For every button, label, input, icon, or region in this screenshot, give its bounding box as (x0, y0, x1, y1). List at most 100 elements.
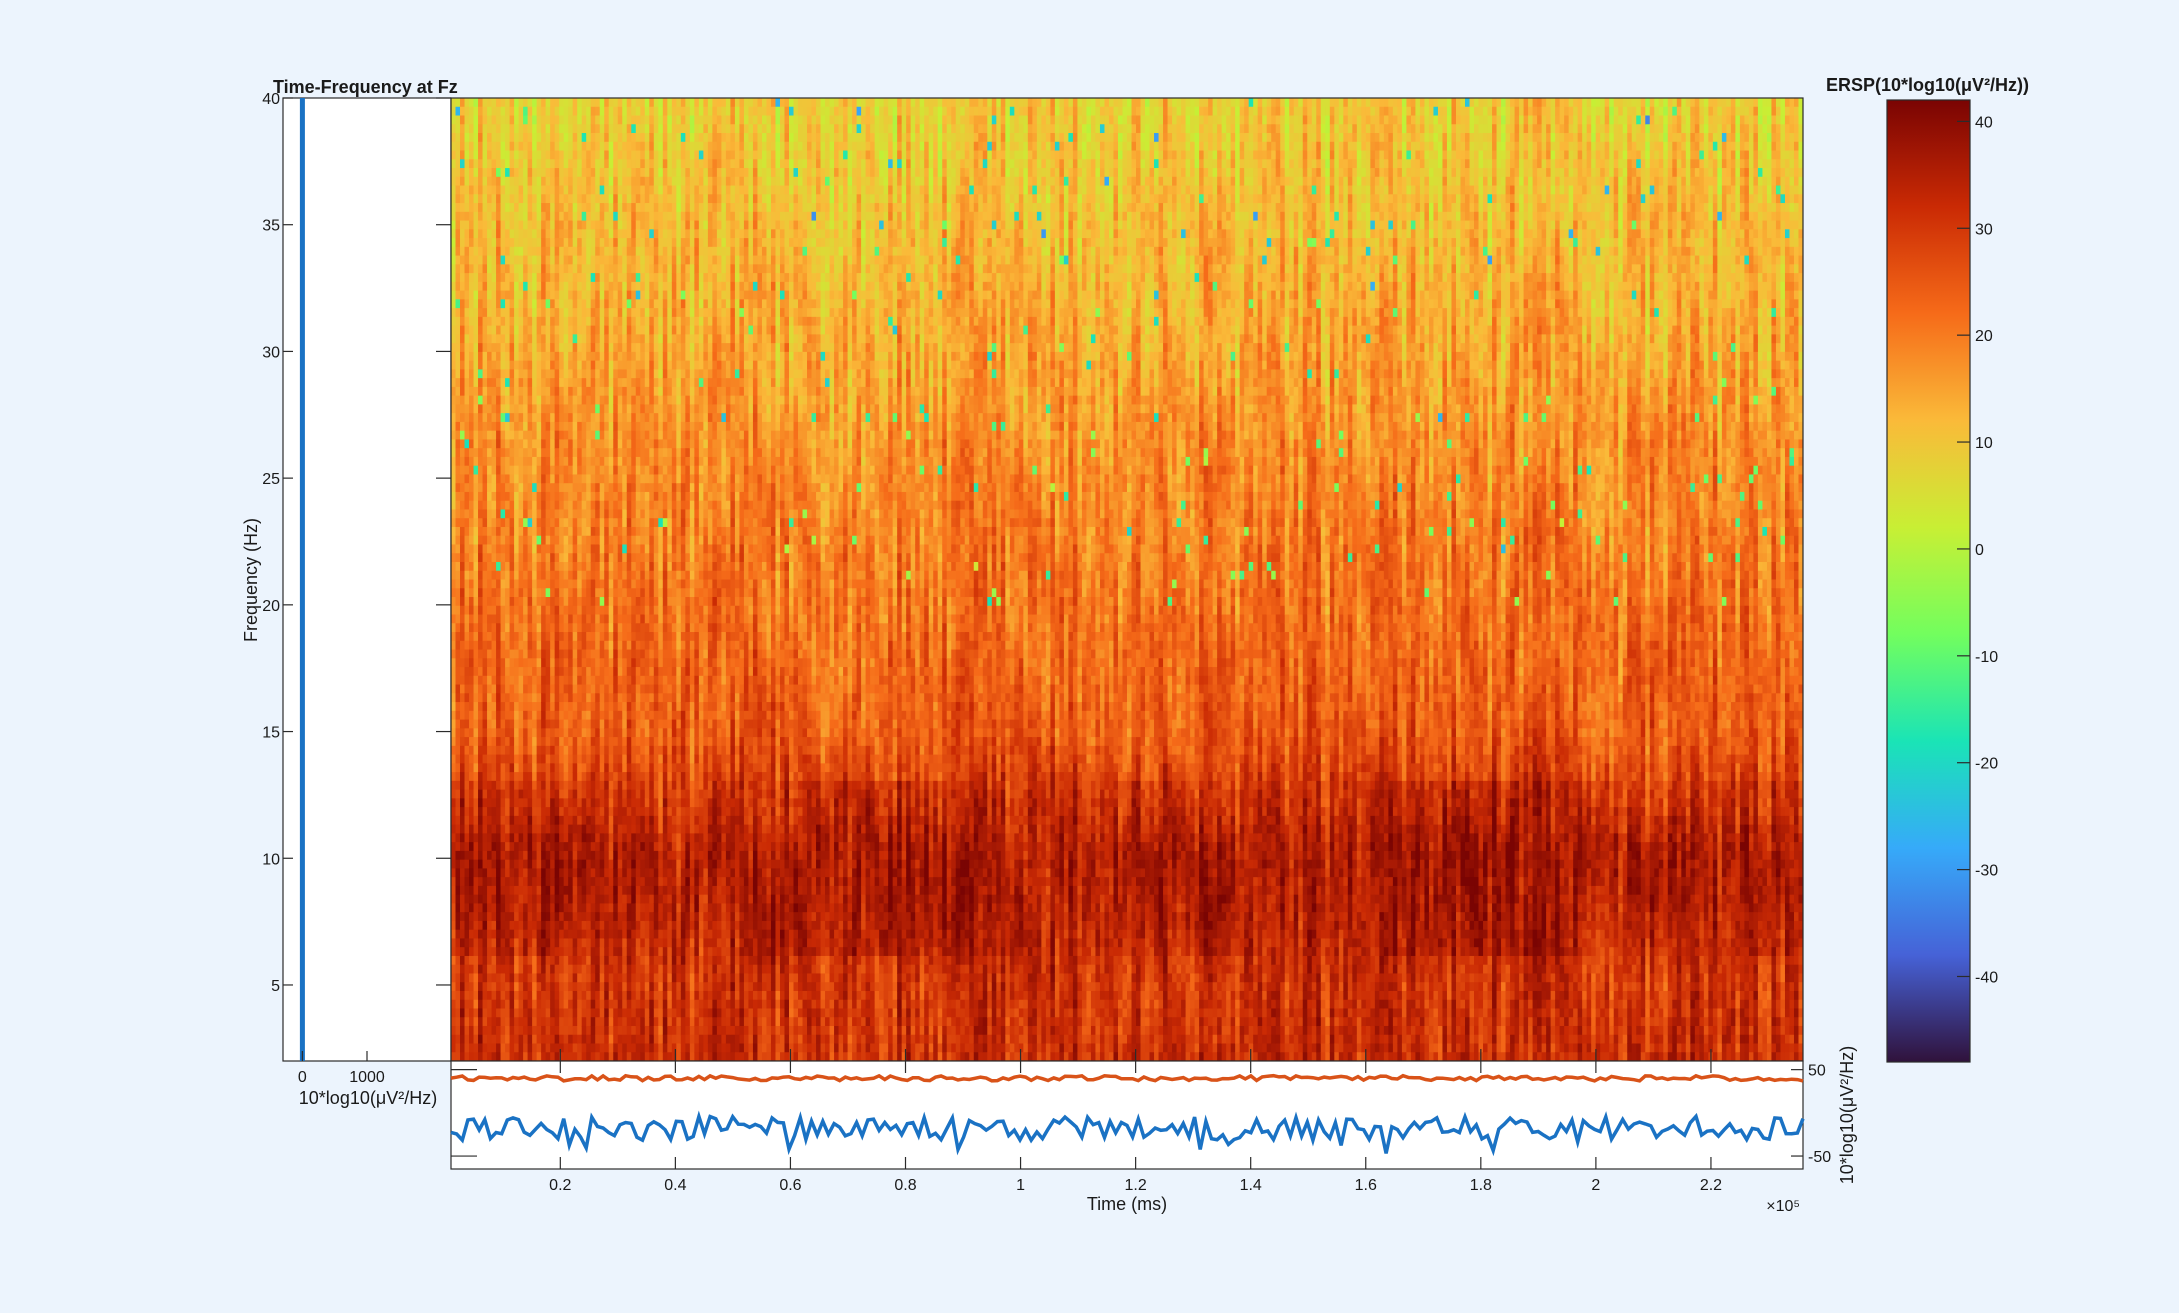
heatmap-cell (478, 807, 483, 816)
heatmap-cell (555, 903, 560, 912)
heatmap-cell (627, 658, 632, 667)
heatmap-cell (465, 282, 470, 291)
heatmap-cell (460, 982, 465, 991)
heatmap-cell (487, 422, 492, 431)
heatmap-cell (474, 947, 479, 956)
heatmap-cell (474, 431, 479, 440)
heatmap-cell (564, 833, 569, 842)
heatmap-cell (451, 151, 456, 160)
heatmap-cell (469, 667, 474, 676)
heatmap-cell (456, 868, 461, 877)
heatmap-cell (613, 886, 618, 895)
heatmap-cell (519, 763, 524, 772)
heatmap-cell (478, 107, 483, 116)
heatmap-cell (510, 466, 515, 475)
heatmap-cell (622, 466, 627, 475)
heatmap-cell (622, 536, 627, 545)
heatmap-cell (541, 921, 546, 930)
heatmap-cell (451, 1043, 456, 1052)
heatmap-cell (501, 177, 506, 186)
heatmap-cell (640, 352, 645, 361)
heatmap-cell (487, 938, 492, 947)
heatmap-cell (622, 921, 627, 930)
heatmap-cell (622, 728, 627, 737)
heatmap-cell (528, 781, 533, 790)
heatmap-cell (546, 1008, 551, 1017)
heatmap-cell (541, 439, 546, 448)
heatmap-cell (564, 728, 569, 737)
heatmap-cell (478, 597, 483, 606)
heatmap-cell (627, 177, 632, 186)
heatmap-cell (537, 667, 542, 676)
heatmap-cell (550, 133, 555, 142)
heatmap-cell (586, 842, 591, 851)
heatmap-cell (591, 772, 596, 781)
heatmap-cell (546, 256, 551, 265)
heatmap-cell (555, 413, 560, 422)
heatmap-cell (573, 921, 578, 930)
heatmap-cell (523, 334, 528, 343)
heatmap-cell (591, 221, 596, 230)
heatmap-cell (523, 1052, 528, 1061)
heatmap-cell (618, 326, 623, 335)
heatmap-cell (474, 527, 479, 536)
heatmap-cell (505, 159, 510, 168)
heatmap-cell (622, 746, 627, 755)
heatmap-cell (631, 1008, 636, 1017)
heatmap-cell (519, 1035, 524, 1044)
heatmap-cell (627, 334, 632, 343)
heatmap-cell (546, 965, 551, 974)
heatmap-cell (474, 116, 479, 125)
heatmap-cell (483, 851, 488, 860)
heatmap-cell (604, 177, 609, 186)
heatmap-cell (550, 781, 555, 790)
heatmap-cell (451, 264, 456, 273)
heatmap-cell (519, 431, 524, 440)
heatmap-cell (555, 956, 560, 965)
heatmap-cell (501, 623, 506, 632)
heatmap-cell (568, 1026, 573, 1035)
heatmap-cell (528, 746, 533, 755)
heatmap-cell (636, 667, 641, 676)
heatmap-cell (564, 448, 569, 457)
heatmap-cell (595, 124, 600, 133)
heatmap-cell (537, 536, 542, 545)
heatmap-cell (636, 291, 641, 300)
heatmap-cell (564, 868, 569, 877)
heatmap-cell (532, 518, 537, 527)
heatmap-cell (532, 282, 537, 291)
heatmap-cell (555, 177, 560, 186)
heatmap-cell (501, 396, 506, 405)
heatmap-cell (627, 544, 632, 553)
heatmap-cell (600, 159, 605, 168)
heatmap-cell (609, 282, 614, 291)
heatmap-cell (613, 851, 618, 860)
heatmap-cell (636, 816, 641, 825)
heatmap-cell (618, 947, 623, 956)
heatmap-cell (550, 1026, 555, 1035)
heatmap-cell (505, 965, 510, 974)
heatmap-cell (636, 580, 641, 589)
heatmap-cell (568, 369, 573, 378)
heatmap-cell (496, 194, 501, 203)
heatmap-cell (465, 186, 470, 195)
heatmap-cell (564, 229, 569, 238)
heatmap-cell (555, 895, 560, 904)
heatmap-cell (501, 466, 506, 475)
heatmap-cell (555, 142, 560, 151)
heatmap-cell (559, 457, 564, 466)
heatmap-cell (595, 308, 600, 317)
heatmap-cell (451, 1026, 456, 1035)
heatmap-cell (595, 352, 600, 361)
heatmap-cell (528, 623, 533, 632)
heatmap-cell (537, 632, 542, 641)
heatmap-cell (492, 947, 497, 956)
heatmap-cell (555, 378, 560, 387)
heatmap-cell (496, 264, 501, 273)
heatmap-cell (604, 264, 609, 273)
heatmap-cell (636, 116, 641, 125)
heatmap-cell (591, 658, 596, 667)
heatmap-cell (528, 912, 533, 921)
heatmap-cell (492, 982, 497, 991)
heatmap-cell (555, 194, 560, 203)
